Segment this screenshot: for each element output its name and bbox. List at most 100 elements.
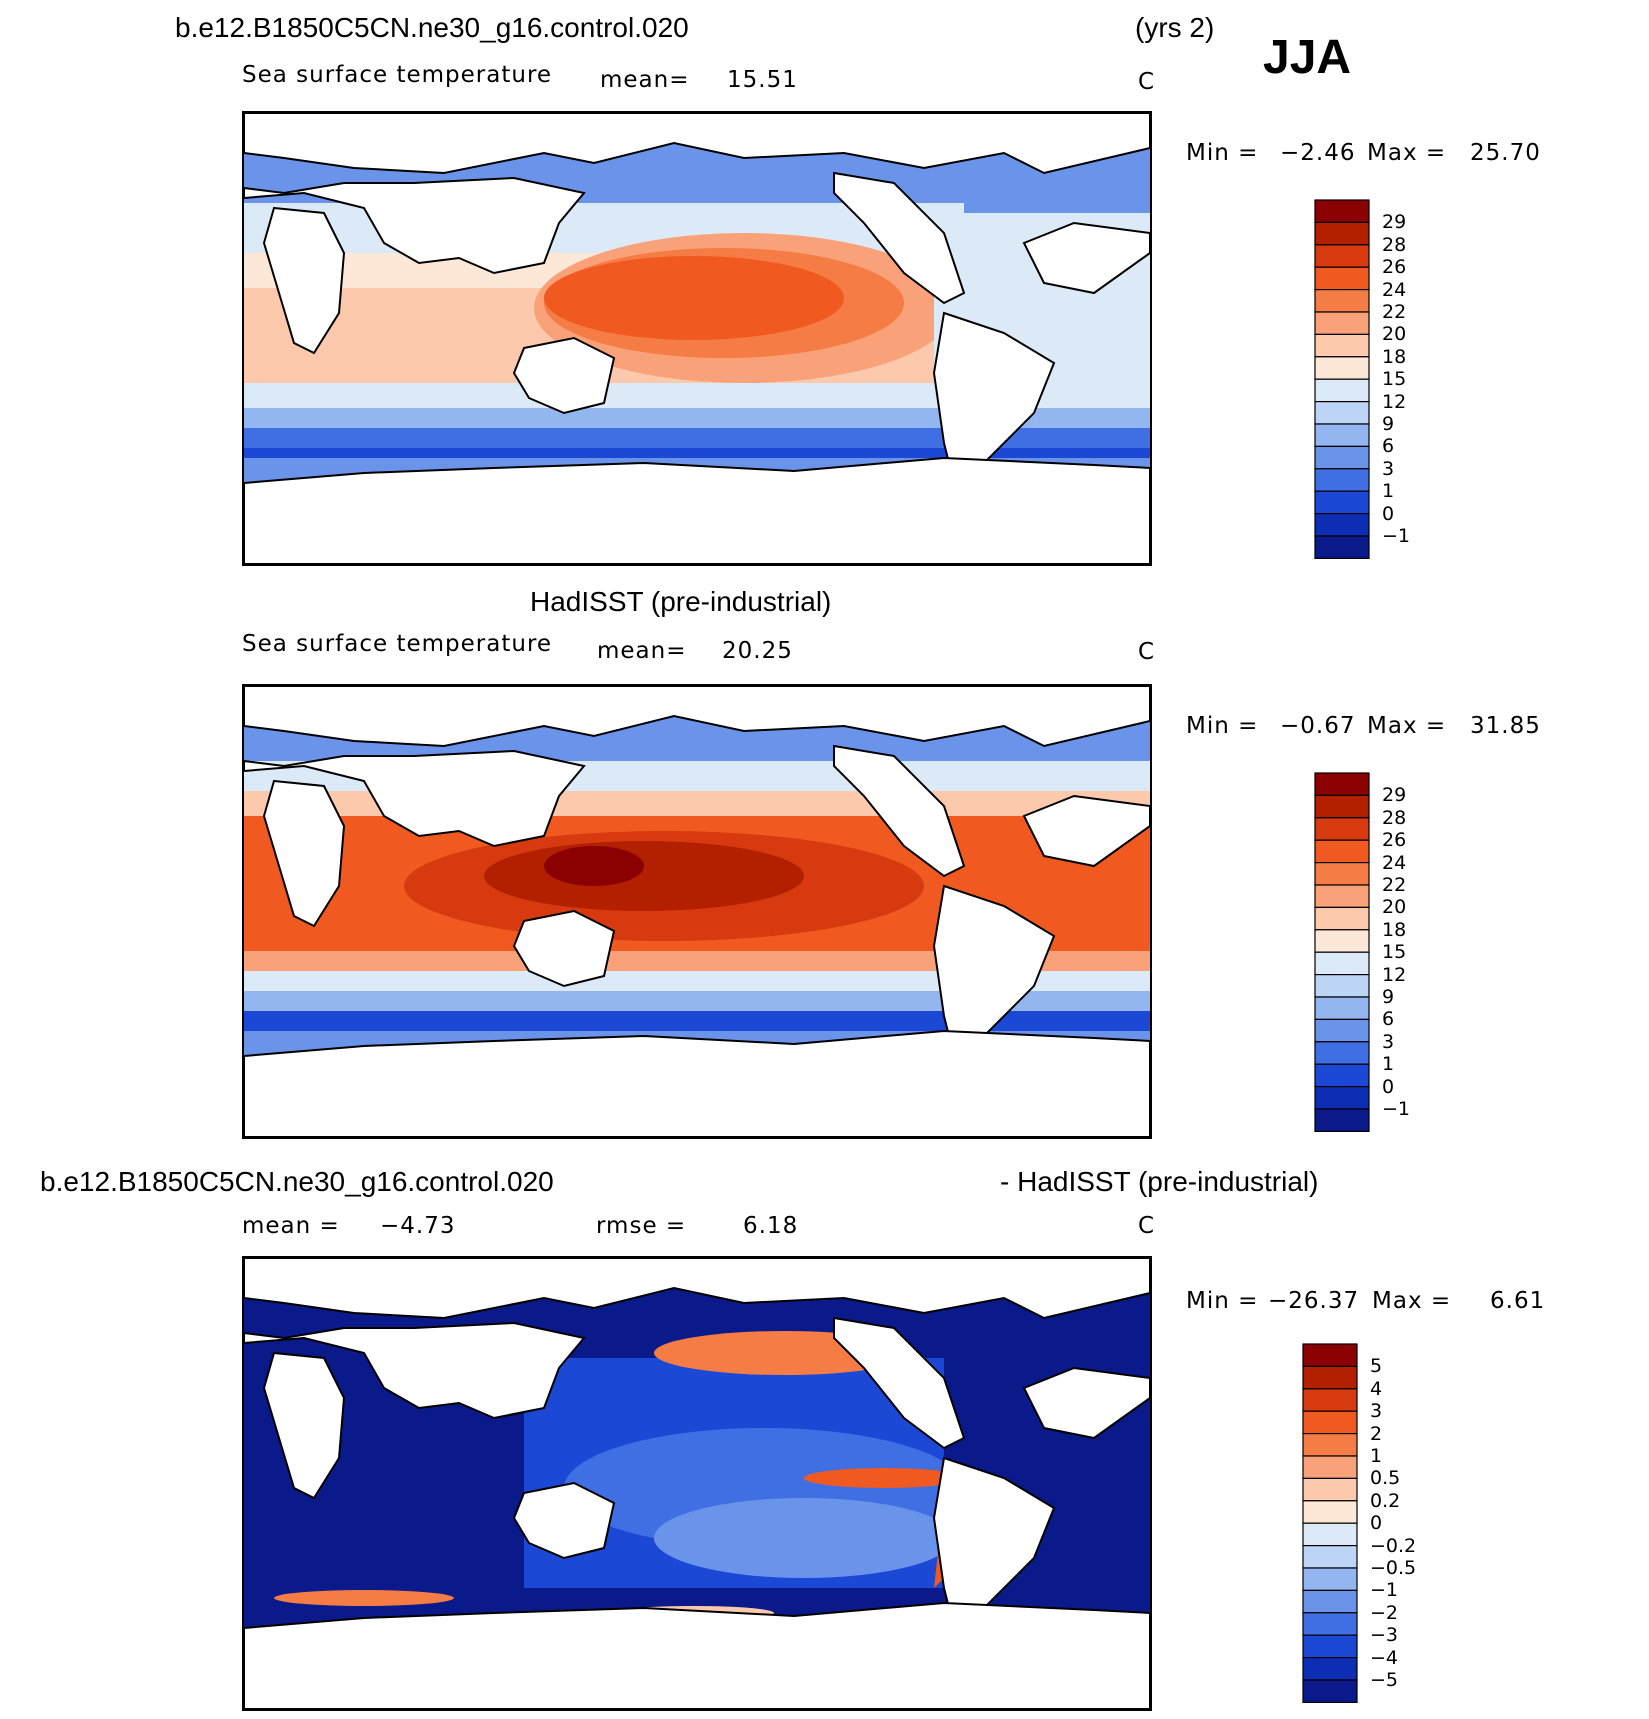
- colorbar-swatch: [1302, 1477, 1358, 1502]
- colorbar-swatch: [1302, 1679, 1358, 1703]
- colorbar-swatch: [1314, 906, 1370, 931]
- colorbar-label: 6: [1382, 1008, 1395, 1031]
- panel1-variable: Sea surface temperature: [242, 62, 553, 88]
- colorbar-label: 18: [1382, 345, 1407, 368]
- colorbar-label: 1: [1370, 1445, 1383, 1467]
- years-label: (yrs 2): [1135, 12, 1215, 43]
- panel1-max-value: 25.70: [1470, 140, 1541, 166]
- panel3-units: C: [1138, 1213, 1156, 1239]
- panel2-units: C: [1138, 639, 1156, 665]
- colorbar-label: 24: [1382, 851, 1407, 874]
- colorbar-label: 0: [1370, 1512, 1383, 1535]
- colorbar-label: 5: [1370, 1355, 1383, 1378]
- panel1-max-label: Max =: [1367, 140, 1447, 166]
- colorbar-swatch: [1314, 951, 1370, 976]
- panel2-variable: Sea surface temperature: [242, 631, 553, 657]
- colorbar-label: 26: [1382, 256, 1407, 279]
- panel2-max-label: Max =: [1367, 713, 1447, 739]
- colorbar-label: 0.2: [1370, 1489, 1401, 1512]
- case-title: b.e12.B1850C5CN.ne30_g16.control.020: [175, 12, 689, 43]
- colorbar-label: 28: [1382, 806, 1407, 829]
- panel2-map: [242, 684, 1152, 1139]
- colorbar-label: 3: [1370, 1400, 1383, 1423]
- colorbar-swatch: [1302, 1589, 1358, 1614]
- colorbar-swatch: [1302, 1455, 1358, 1479]
- colorbar-label: 22: [1382, 874, 1407, 896]
- colorbar-label: 1: [1382, 1053, 1395, 1076]
- colorbar-label: −1: [1382, 1098, 1411, 1120]
- colorbar-label: −0.5: [1370, 1557, 1417, 1579]
- colorbar-swatch: [1314, 468, 1370, 492]
- colorbar-swatch: [1314, 445, 1370, 470]
- panel3-min-label: Min =: [1186, 1288, 1259, 1314]
- colorbar-swatch: [1314, 401, 1370, 425]
- colorbar-swatch: [1302, 1500, 1358, 1524]
- panel3-title-left: b.e12.B1850C5CN.ne30_g16.control.020: [40, 1166, 554, 1197]
- colorbar-swatch: [1302, 1365, 1358, 1390]
- colorbar-swatch: [1302, 1657, 1358, 1681]
- colorbar-label: 0.5: [1370, 1467, 1401, 1490]
- colorbar-label: 26: [1382, 829, 1407, 852]
- colorbar-swatch: [1314, 1063, 1370, 1088]
- panel3-mean-value: −4.73: [380, 1213, 456, 1239]
- colorbar-label: 28: [1382, 233, 1407, 256]
- panel1-mean-label: mean=: [600, 67, 690, 93]
- colorbar-swatch: [1314, 266, 1370, 291]
- panel2-mean-label: mean=: [597, 638, 687, 664]
- panel3-rmse-label: rmse =: [596, 1213, 687, 1239]
- colorbar-swatch: [1314, 1018, 1370, 1043]
- colorbar-label: −4: [1370, 1646, 1399, 1669]
- colorbar-swatch: [1314, 772, 1370, 796]
- panel3-rmse-value: 6.18: [743, 1213, 799, 1239]
- colorbar-label: 1: [1382, 480, 1395, 503]
- colorbar-label: −1: [1382, 525, 1411, 547]
- panel3-max-label: Max =: [1372, 1288, 1452, 1314]
- colorbar-swatch: [1314, 333, 1370, 358]
- panel1-min-value: −2.46: [1280, 140, 1356, 166]
- colorbar-label: 0: [1382, 502, 1395, 525]
- panel1-mean-value: 15.51: [727, 67, 798, 93]
- colorbar-label: 4: [1370, 1377, 1383, 1400]
- colorbar-swatch: [1302, 1388, 1358, 1412]
- colorbar-swatch: [1314, 311, 1370, 335]
- colorbar-swatch: [1314, 884, 1370, 908]
- season-label: JJA: [1263, 31, 1352, 84]
- colorbar-label: −0.2: [1370, 1534, 1417, 1557]
- colorbar-swatch: [1314, 839, 1370, 864]
- colorbar-swatch: [1314, 996, 1370, 1020]
- colorbar-swatch: [1314, 794, 1370, 819]
- colorbar-label: 9: [1382, 986, 1395, 1008]
- colorbar-label: −2: [1370, 1601, 1399, 1624]
- colorbar-swatch: [1314, 378, 1370, 403]
- colorbar-label: −1: [1370, 1579, 1399, 1602]
- colorbar-swatch: [1314, 929, 1370, 953]
- colorbar-swatch: [1302, 1612, 1358, 1636]
- panel3-map: [242, 1256, 1152, 1711]
- colorbar-swatch: [1314, 535, 1370, 559]
- colorbar-swatch: [1314, 490, 1370, 515]
- colorbar-label: 9: [1382, 413, 1395, 435]
- colorbar-label: 12: [1382, 390, 1407, 413]
- colorbar-swatch: [1314, 1086, 1370, 1110]
- colorbar-swatch: [1314, 1108, 1370, 1132]
- colorbar-swatch: [1314, 513, 1370, 537]
- colorbar-label: 15: [1382, 368, 1407, 391]
- colorbar-swatch: [1314, 1041, 1370, 1065]
- colorbar-swatch: [1302, 1545, 1358, 1569]
- panel2-min-label: Min =: [1186, 713, 1259, 739]
- colorbar-label: 18: [1382, 918, 1407, 941]
- colorbar-label: −3: [1370, 1624, 1399, 1647]
- colorbar-label: 15: [1382, 941, 1407, 964]
- colorbar-swatch: [1314, 199, 1370, 223]
- colorbar-label: 20: [1382, 323, 1407, 346]
- panel1-min-label: Min =: [1186, 140, 1259, 166]
- colorbar-label: 12: [1382, 963, 1407, 986]
- colorbar-label: −5: [1370, 1669, 1399, 1691]
- panel2-mean-value: 20.25: [722, 638, 793, 664]
- colorbar-swatch: [1314, 221, 1370, 246]
- colorbar-swatch: [1314, 244, 1370, 268]
- colorbar-label: 20: [1382, 896, 1407, 919]
- colorbar-swatch: [1302, 1410, 1358, 1435]
- colorbar-swatch: [1314, 817, 1370, 841]
- colorbar-swatch: [1314, 288, 1370, 313]
